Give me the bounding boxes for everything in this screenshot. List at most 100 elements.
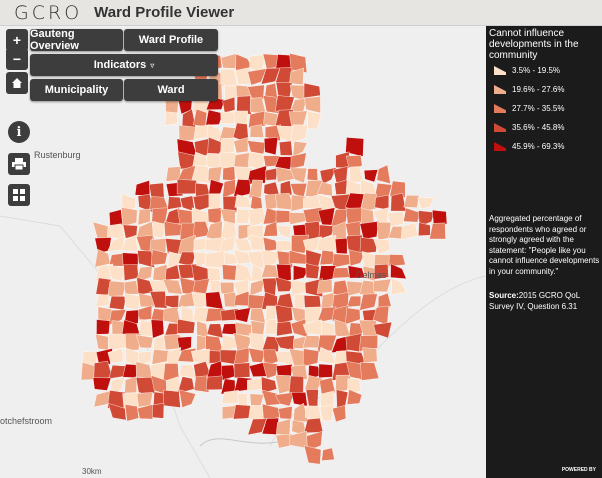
ward-polygon[interactable] (248, 347, 266, 363)
ward-polygon[interactable] (345, 137, 364, 157)
ward-polygon[interactable] (135, 361, 153, 379)
map-canvas[interactable]: Rustenburg Delmas otchefstroom 30km (0, 26, 486, 478)
ward-polygon[interactable] (288, 110, 308, 127)
ward-polygon[interactable] (233, 290, 251, 307)
ward-polygon[interactable] (276, 125, 294, 144)
zoom-out-button[interactable]: − (6, 48, 28, 70)
ward-polygon[interactable] (306, 168, 319, 181)
ward-polygon[interactable] (92, 377, 112, 391)
ward-polygon[interactable] (209, 280, 223, 293)
home-button[interactable] (6, 72, 28, 94)
ward-polygon[interactable] (291, 234, 310, 254)
ward-polygon[interactable] (346, 389, 363, 405)
ward-polygon[interactable] (220, 53, 238, 69)
ward-polygon[interactable] (150, 319, 165, 339)
ward-polygon[interactable] (260, 67, 281, 85)
ward-polygon[interactable] (249, 279, 265, 296)
ward-polygon[interactable] (221, 364, 237, 381)
ward-polygon[interactable] (318, 224, 336, 240)
ward-polygon[interactable] (418, 210, 435, 227)
ward-polygon[interactable] (303, 445, 322, 465)
ward-polygon[interactable] (247, 377, 264, 392)
ward-polygon[interactable] (278, 406, 293, 420)
ward-polygon[interactable] (274, 392, 295, 407)
ward-polygon[interactable] (152, 403, 165, 419)
ward-polygon[interactable] (332, 267, 350, 279)
ward-polygon[interactable] (262, 403, 280, 421)
ward-polygon[interactable] (318, 363, 333, 378)
ward-polygon[interactable] (134, 180, 151, 197)
ward-polygon[interactable] (150, 249, 168, 266)
ward-polygon[interactable] (247, 418, 267, 436)
ward-polygon[interactable] (220, 137, 235, 155)
ward-polygon[interactable] (95, 294, 110, 307)
ward-choropleth[interactable] (0, 26, 486, 478)
ward-polygon[interactable] (223, 292, 238, 308)
ward-polygon[interactable] (163, 389, 181, 408)
ward-polygon[interactable] (345, 333, 362, 353)
ward-polygon[interactable] (417, 197, 435, 210)
ward-polygon[interactable] (291, 392, 308, 407)
ward-polygon[interactable] (165, 264, 181, 281)
ward-polygon[interactable] (265, 124, 281, 142)
ward-polygon[interactable] (221, 390, 239, 404)
ward-polygon[interactable] (307, 111, 322, 129)
ward-polygon[interactable] (262, 277, 277, 297)
ward-polygon[interactable] (123, 264, 139, 281)
ward-polygon[interactable] (249, 97, 267, 114)
ward-polygon[interactable] (107, 264, 128, 282)
ward-polygon[interactable] (293, 265, 310, 281)
ward-polygon[interactable] (138, 292, 155, 308)
ward-polygon[interactable] (304, 96, 321, 114)
ward-polygon[interactable] (233, 362, 251, 379)
ward-polygon[interactable] (319, 403, 335, 422)
ward-polygon[interactable] (121, 207, 138, 227)
ward-polygon[interactable] (321, 447, 335, 461)
ward-polygon[interactable] (107, 348, 124, 364)
ward-polygon[interactable] (138, 318, 153, 337)
ward-polygon[interactable] (289, 167, 308, 184)
ward-polygon[interactable] (224, 84, 238, 101)
ward-polygon[interactable] (275, 210, 292, 224)
ward-polygon[interactable] (124, 376, 137, 394)
ward-polygon[interactable] (331, 253, 351, 268)
ward-polygon[interactable] (265, 167, 278, 181)
ward-polygon[interactable] (135, 334, 154, 349)
ward-polygon[interactable] (234, 307, 251, 323)
ward-polygon[interactable] (152, 335, 166, 352)
ward-polygon[interactable] (418, 222, 431, 236)
ward-polygon[interactable] (316, 235, 337, 251)
ward-polygon[interactable] (362, 347, 378, 363)
ward-polygon[interactable] (149, 196, 169, 211)
ward-polygon[interactable] (220, 68, 238, 87)
ward-polygon[interactable] (290, 152, 307, 170)
ward-polygon[interactable] (403, 195, 420, 208)
zoom-in-button[interactable]: + (6, 29, 28, 51)
ward-polygon[interactable] (110, 377, 125, 395)
ward-polygon[interactable] (220, 334, 239, 354)
ward-polygon[interactable] (275, 304, 293, 325)
ward-polygon[interactable] (359, 237, 379, 254)
ward-button[interactable]: Ward (124, 79, 218, 101)
ward-polygon[interactable] (390, 263, 407, 280)
ward-polygon[interactable] (403, 207, 421, 223)
ward-polygon[interactable] (276, 224, 292, 239)
ward-polygon[interactable] (123, 280, 139, 295)
ward-polygon[interactable] (107, 402, 127, 421)
ward-polygon[interactable] (336, 389, 349, 409)
ward-polygon[interactable] (222, 179, 236, 199)
ward-polygon[interactable] (290, 124, 309, 143)
ward-polygon[interactable] (247, 140, 267, 155)
ward-polygon[interactable] (137, 403, 154, 420)
ward-polygon[interactable] (152, 220, 167, 239)
ward-polygon[interactable] (305, 405, 323, 423)
ward-polygon[interactable] (319, 377, 336, 395)
ward-polygon[interactable] (151, 349, 169, 365)
ward-polygon[interactable] (248, 110, 266, 128)
ward-polygon[interactable] (400, 222, 419, 241)
ward-polygon[interactable] (151, 207, 169, 224)
ward-polygon[interactable] (387, 211, 405, 227)
ward-polygon[interactable] (193, 375, 210, 393)
ward-polygon[interactable] (164, 295, 180, 310)
ward-polygon[interactable] (233, 248, 253, 265)
